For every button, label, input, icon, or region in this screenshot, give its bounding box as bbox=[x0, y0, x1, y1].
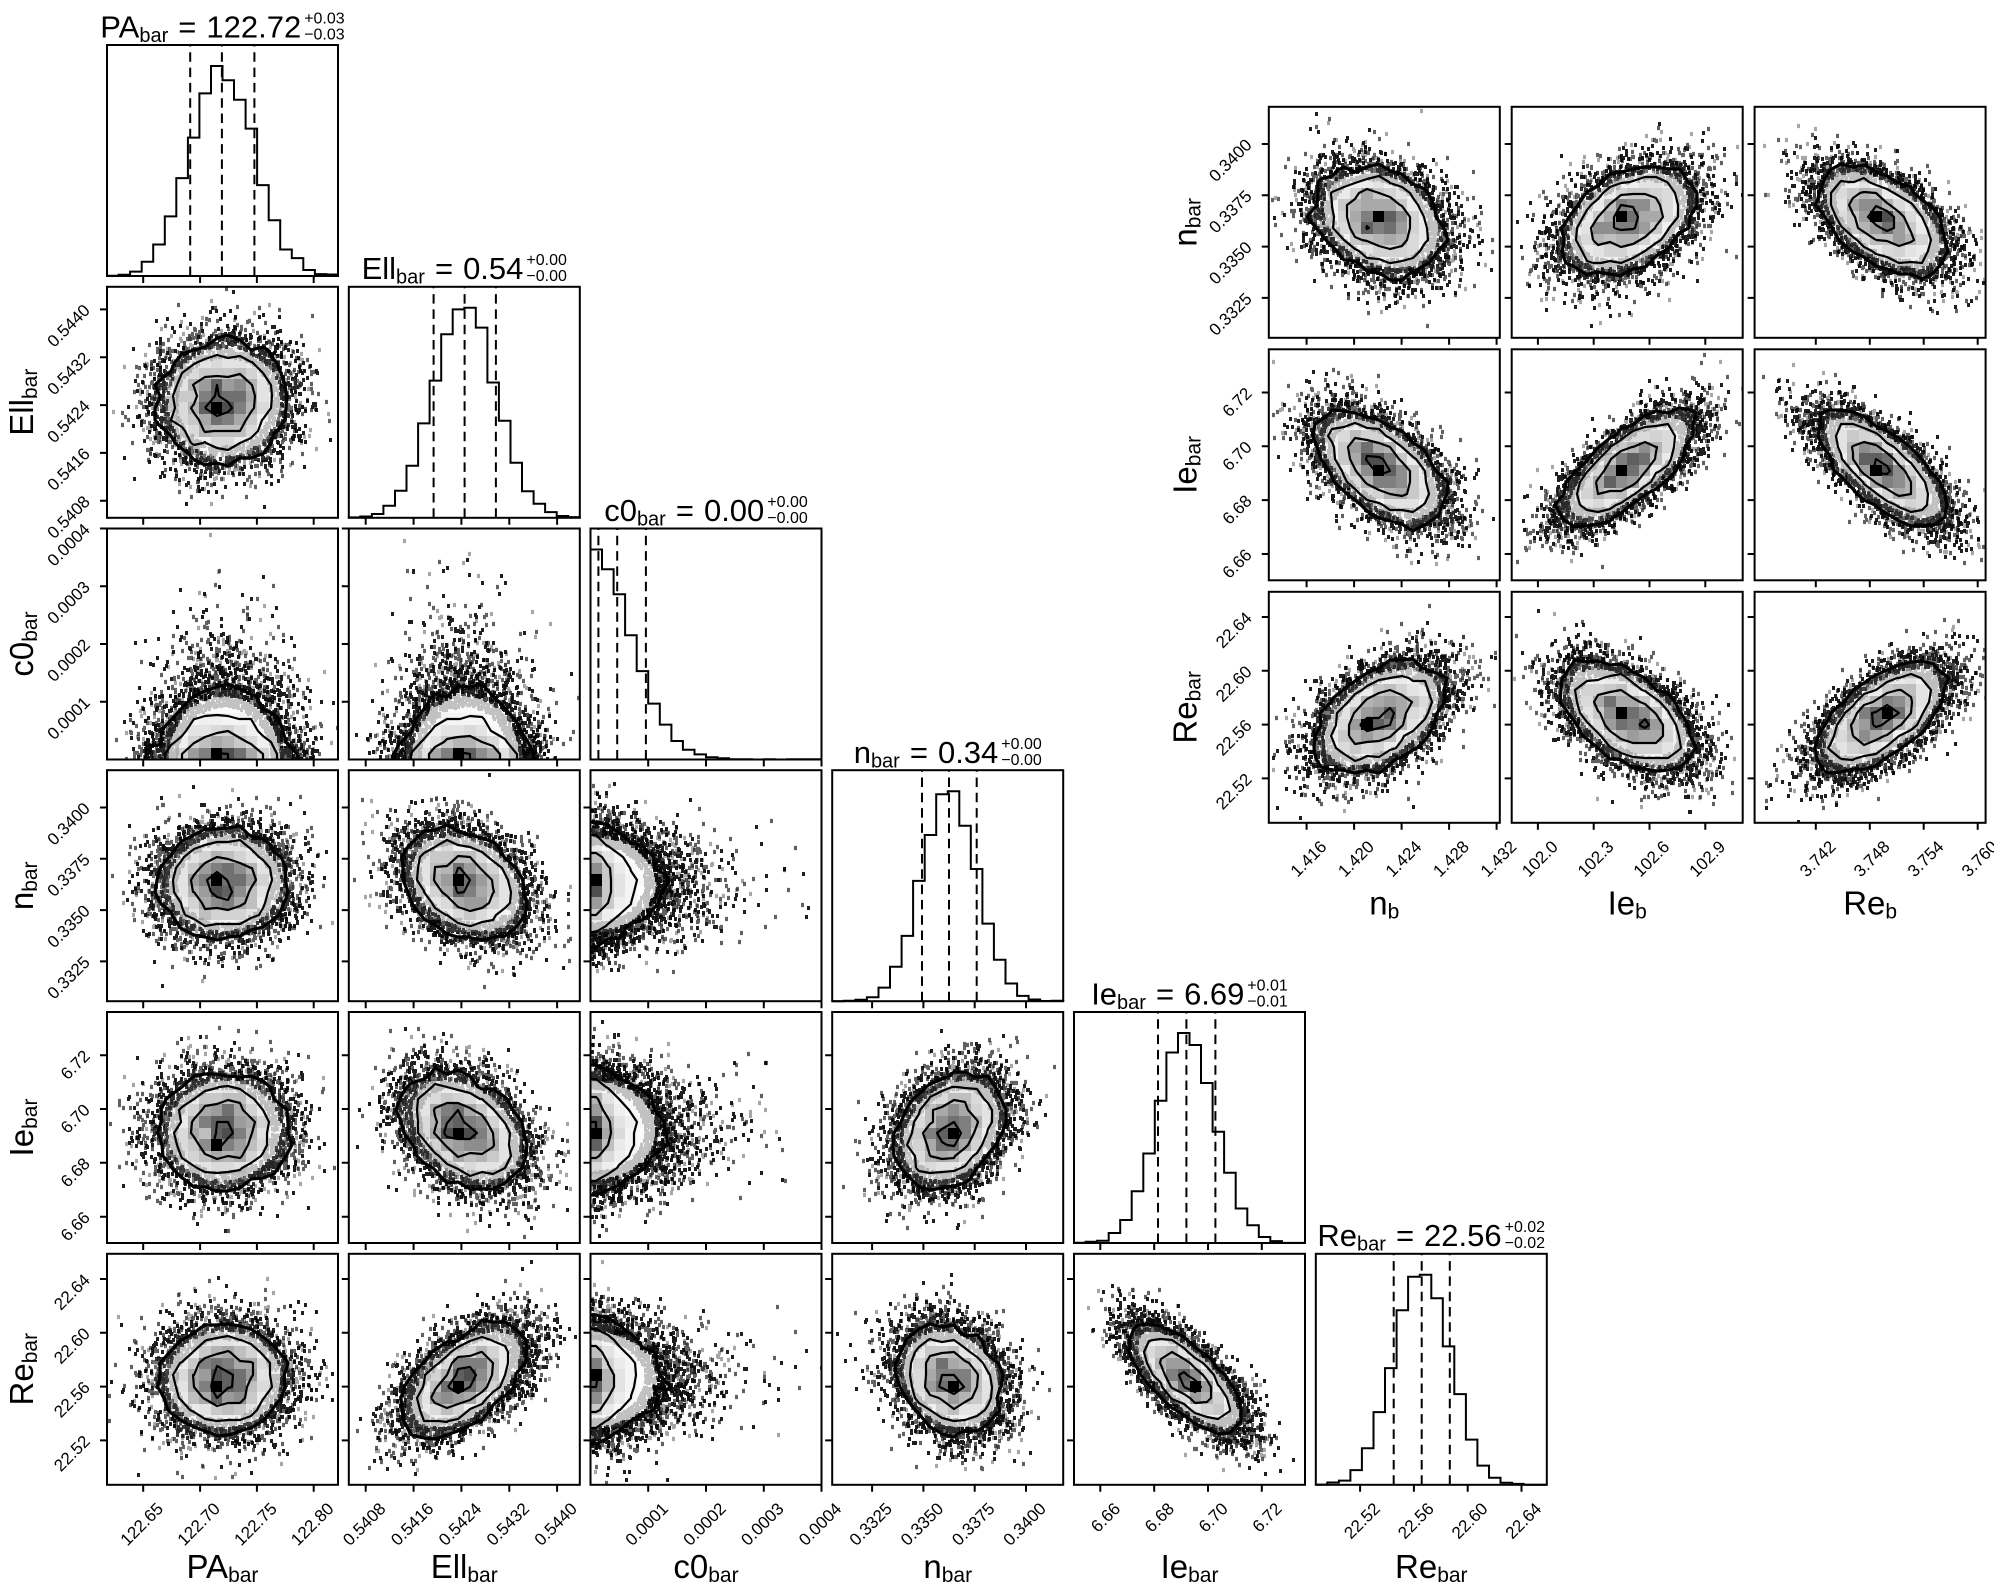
svg-text:−0.03: −0.03 bbox=[304, 27, 345, 44]
svg-text:−0.00: −0.00 bbox=[767, 510, 808, 527]
svg-text:Ellbar=0.54: Ellbar = 0.54 bbox=[362, 251, 524, 289]
svg-text:c0bar=0.00: c0bar = 0.00 bbox=[604, 493, 764, 531]
svg-text:Rebar=22.56: Rebar = 22.56 bbox=[1317, 1218, 1501, 1256]
svg-text:−0.00: −0.00 bbox=[526, 268, 567, 285]
svg-text:+0.00: +0.00 bbox=[1001, 736, 1042, 753]
svg-text:nb: nb bbox=[1369, 885, 1399, 924]
svg-text:−0.02: −0.02 bbox=[1505, 1235, 1546, 1252]
svg-text:+0.01: +0.01 bbox=[1247, 978, 1288, 995]
svg-text:Rebar: Rebar bbox=[3, 1333, 42, 1406]
svg-text:nbar=0.34: nbar = 0.34 bbox=[854, 735, 999, 773]
svg-text:+0.03: +0.03 bbox=[304, 11, 345, 28]
svg-text:+0.00: +0.00 bbox=[767, 494, 808, 511]
svg-text:+0.00: +0.00 bbox=[526, 252, 567, 269]
svg-text:−0.01: −0.01 bbox=[1247, 994, 1288, 1011]
svg-text:+0.02: +0.02 bbox=[1505, 1219, 1546, 1236]
svg-text:−0.00: −0.00 bbox=[1001, 752, 1042, 769]
svg-text:Iebar=6.69: Iebar = 6.69 bbox=[1091, 977, 1244, 1015]
